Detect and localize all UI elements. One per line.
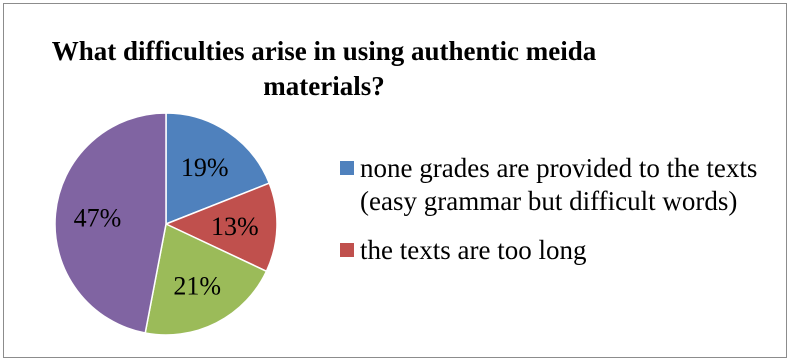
legend-swatch-0 xyxy=(340,161,354,175)
data-label-3: 47% xyxy=(74,204,122,233)
pie-slice-1 xyxy=(164,182,278,273)
pie-slice-2 xyxy=(144,222,268,336)
chart-title: What difficulties arise in using authent… xyxy=(51,36,597,101)
data-label-1: 13% xyxy=(211,212,259,241)
data-label-0: 19% xyxy=(181,153,229,182)
legend: none grades are provided to the texts (e… xyxy=(340,152,780,283)
data-label-2: 21% xyxy=(173,271,221,300)
legend-swatch-1 xyxy=(340,243,354,257)
legend-label-0: none grades are provided to the texts (e… xyxy=(360,153,758,216)
legend-item-0: none grades are provided to the texts (e… xyxy=(340,152,780,218)
pie-slice-3 xyxy=(54,112,167,334)
legend-item-1: the texts are too long xyxy=(340,234,780,267)
pie-slice-0 xyxy=(165,112,271,226)
pie-chart: 19% 13% 21% 47% xyxy=(54,112,278,336)
chart-area: What difficulties arise in using authent… xyxy=(3,3,787,358)
legend-label-1: the texts are too long xyxy=(360,235,587,265)
